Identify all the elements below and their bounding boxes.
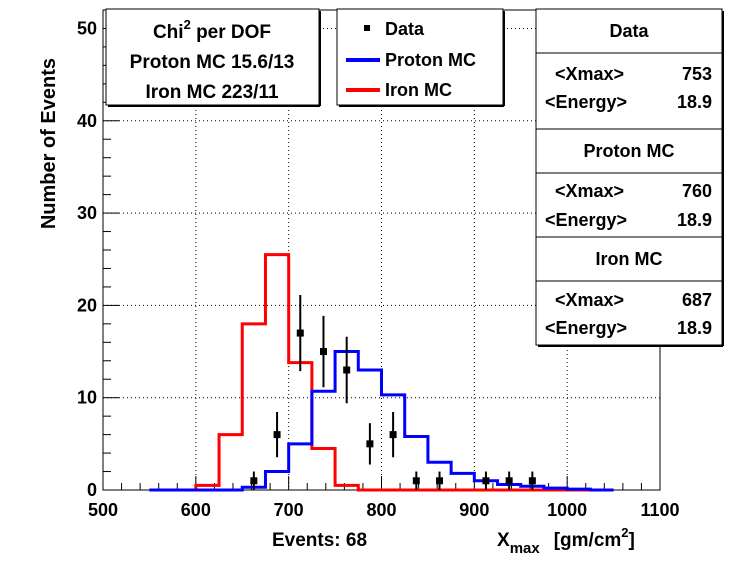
stats-data-xmax-label: <Xmax> — [555, 64, 624, 84]
y-tick-label: 50 — [77, 18, 97, 38]
data-point — [505, 477, 513, 485]
y-tick-label: 40 — [77, 111, 97, 131]
stats-proton-energy-label: <Energy> — [545, 210, 627, 230]
legend-iron-label: Iron MC — [385, 80, 452, 100]
data-point — [528, 477, 536, 485]
data-point — [412, 477, 420, 485]
x-tick-label: 700 — [274, 500, 304, 520]
stats-data-xmax-value: 753 — [682, 64, 712, 84]
stats-data-energy-value: 18.9 — [677, 92, 712, 112]
stats-proton-xmax-value: 760 — [682, 181, 712, 201]
x-tick-label: 600 — [181, 500, 211, 520]
stats-iron: Iron MC <Xmax> 687 <Energy> 18.9 — [535, 236, 723, 346]
data-points — [250, 295, 536, 490]
stats-iron-energy-label: <Energy> — [545, 318, 627, 338]
legend-proton-label: Proton MC — [385, 50, 476, 70]
data-point — [250, 477, 258, 485]
y-tick-label: 0 — [87, 480, 97, 500]
proton-mc-histogram — [149, 350, 614, 492]
data-point — [319, 348, 327, 356]
stats-iron-xmax-label: <Xmax> — [555, 290, 624, 310]
x-tick-label: 800 — [366, 500, 396, 520]
legend-data-label: Data — [385, 19, 425, 39]
iron-mc-line — [149, 253, 614, 492]
stats-data-energy-label: <Energy> — [545, 92, 627, 112]
x-tick-label: 1100 — [640, 500, 679, 520]
x-axis-title: Xmax [gm/cm2] — [497, 525, 635, 557]
data-point — [436, 477, 444, 485]
legend: Data Proton MC Iron MC — [336, 8, 505, 107]
x-tick-label: 900 — [459, 500, 489, 520]
iron-mc-histogram — [149, 253, 614, 492]
stats-proton: Proton MC <Xmax> 760 <Energy> 18.9 — [535, 128, 723, 238]
data-point — [482, 477, 490, 485]
y-tick-label: 30 — [77, 203, 97, 223]
stats-panel: Data <Xmax> 753 <Energy> 18.9 Proton MC … — [535, 8, 724, 347]
chi2-title: Chi2 per DOF — [153, 17, 271, 43]
stats-data-title: Data — [609, 21, 649, 41]
x-tick-label: 500 — [88, 500, 118, 520]
data-point — [273, 431, 281, 439]
data-point — [343, 366, 351, 374]
y-tick-label: 20 — [77, 295, 97, 315]
y-tick-label: 10 — [77, 388, 97, 408]
x-tick-label: 1000 — [547, 500, 587, 520]
axes: 500 600 700 800 900 1000 1100 0 10 20 30 40 50 — [77, 9, 680, 520]
legend-data-marker — [364, 25, 370, 31]
data-point — [366, 440, 374, 448]
y-axis-title: Number of Events — [38, 58, 60, 229]
events-count-label: Events: 68 — [272, 530, 367, 551]
stats-proton-energy-value: 18.9 — [677, 210, 712, 230]
proton-mc-line — [149, 350, 614, 492]
stats-iron-energy-value: 18.9 — [677, 318, 712, 338]
chi2-proton-line: Proton MC 15.6/13 — [130, 52, 295, 73]
stats-proton-title: Proton MC — [584, 141, 675, 161]
stats-data: Data <Xmax> 753 <Energy> 18.9 — [535, 8, 723, 130]
chi2-iron-line: Iron MC 223/11 — [145, 82, 278, 103]
stats-proton-xmax-label: <Xmax> — [555, 181, 624, 201]
data-point — [296, 329, 304, 337]
data-point — [389, 431, 397, 439]
chi2-box: Chi2 per DOF Proton MC 15.6/13 Iron MC 2… — [105, 8, 321, 107]
stats-iron-xmax-value: 687 — [682, 290, 712, 310]
stats-iron-title: Iron MC — [596, 249, 663, 269]
